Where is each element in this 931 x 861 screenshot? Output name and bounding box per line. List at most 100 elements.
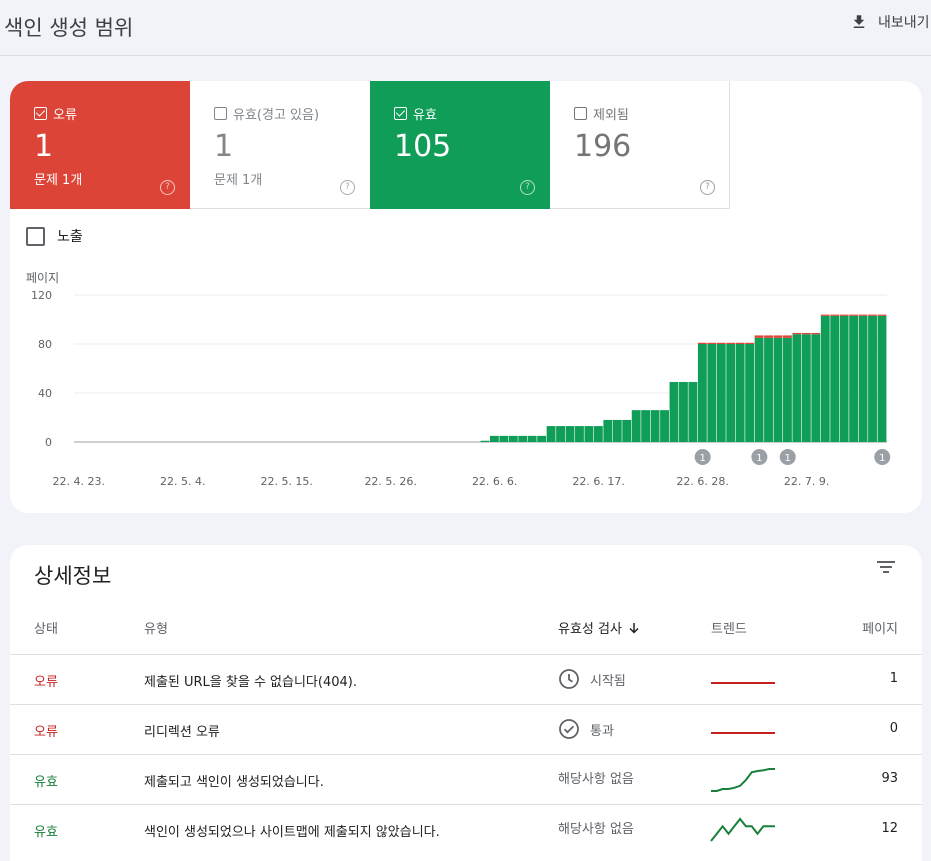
bar-error bbox=[773, 335, 783, 338]
tile-excluded[interactable]: 제외됨 196 ? bbox=[550, 81, 730, 209]
tile-error-sub: 문제 1개 bbox=[34, 173, 83, 188]
bar-error bbox=[830, 314, 840, 316]
row-validation: 해당사항 없음 bbox=[558, 768, 634, 787]
bar-valid bbox=[745, 344, 755, 442]
bar-valid bbox=[868, 315, 877, 442]
bar-error bbox=[820, 314, 830, 316]
bar-valid bbox=[697, 344, 707, 442]
y-tick-label: 40 bbox=[38, 387, 52, 400]
row-status: 오류 bbox=[34, 675, 58, 690]
bar-valid bbox=[830, 315, 840, 442]
help-icon[interactable]: ? bbox=[160, 180, 175, 195]
annotation-marker bbox=[694, 449, 711, 465]
y-tick-label: 120 bbox=[31, 289, 52, 302]
bar-valid bbox=[764, 337, 773, 442]
x-tick-label: 22. 6. 17. bbox=[572, 475, 624, 488]
column-header-validation[interactable]: 유효성 검사 bbox=[558, 618, 640, 637]
row-pages: 0 bbox=[889, 721, 898, 736]
filter-icon[interactable] bbox=[876, 559, 898, 575]
column-header-type[interactable]: 유형 bbox=[144, 622, 168, 637]
row-validation-label: 시작됨 bbox=[590, 673, 626, 689]
column-header-status[interactable]: 상태 bbox=[34, 622, 58, 637]
bar-valid bbox=[773, 337, 783, 442]
page-title: 색인 생성 범위 bbox=[4, 16, 134, 40]
row-pages: 93 bbox=[881, 771, 898, 786]
details-card: 상세정보 상태 유형 유효성 검사 트렌드 페이지 오류 제출된 URL을 찾을 … bbox=[10, 545, 922, 861]
tile-valid-label: 유효 bbox=[413, 108, 437, 123]
bar-valid bbox=[546, 426, 556, 442]
row-type: 제출된 URL을 찾을 수 없습니다(404). bbox=[144, 675, 357, 690]
row-status: 오류 bbox=[34, 725, 58, 740]
annotation-label: 1 bbox=[756, 453, 762, 464]
annotation-label: 1 bbox=[879, 453, 885, 464]
impressions-toggle[interactable]: 노출 bbox=[26, 226, 83, 246]
bar-error bbox=[707, 342, 717, 344]
bar-error bbox=[792, 332, 802, 335]
row-validation-label: 통과 bbox=[590, 723, 614, 739]
bar-valid bbox=[820, 315, 830, 442]
x-tick-label: 22. 5. 26. bbox=[364, 475, 416, 488]
impressions-checkbox[interactable] bbox=[26, 226, 45, 246]
clock-icon bbox=[559, 669, 579, 689]
bar-valid bbox=[735, 344, 745, 442]
checkbox-valid[interactable] bbox=[394, 107, 407, 120]
arrow-down-icon bbox=[629, 622, 639, 634]
x-tick-label: 22. 7. 9. bbox=[784, 475, 829, 488]
table-row[interactable]: 유효 제출되고 색인이 생성되었습니다. 해당사항 없음 93 bbox=[10, 754, 922, 804]
bar-valid bbox=[650, 410, 660, 442]
row-validation: 해당사항 없음 bbox=[558, 818, 634, 837]
checkbox-error[interactable] bbox=[34, 107, 47, 120]
bar-valid bbox=[754, 337, 764, 442]
annotation-label: 1 bbox=[785, 453, 791, 464]
y-axis-label: 페이지 bbox=[26, 271, 59, 285]
bar-error bbox=[754, 335, 764, 338]
bar-error bbox=[764, 335, 773, 338]
trend-line bbox=[710, 817, 775, 842]
row-validation-label: 해당사항 없음 bbox=[558, 822, 634, 837]
x-tick-label: 22. 5. 15. bbox=[260, 475, 312, 488]
checkbox-excluded[interactable] bbox=[574, 107, 587, 120]
tile-valid[interactable]: 유효 105 ? bbox=[370, 81, 550, 209]
check-circle-icon bbox=[559, 719, 579, 739]
bar-error bbox=[877, 314, 887, 316]
bar-valid bbox=[792, 334, 802, 442]
bar-valid bbox=[669, 381, 679, 442]
tile-error[interactable]: 오류 1 문제 1개 ? bbox=[10, 81, 190, 209]
bar-valid bbox=[839, 315, 849, 442]
column-header-trend[interactable]: 트렌드 bbox=[711, 622, 747, 637]
bar-valid bbox=[688, 381, 698, 442]
table-row[interactable]: 오류 제출된 URL을 찾을 수 없습니다(404). 시작됨 1 bbox=[10, 654, 922, 704]
tile-excluded-label: 제외됨 bbox=[593, 108, 629, 123]
checkbox-warning[interactable] bbox=[214, 107, 227, 120]
coverage-chart: 페이지 0 40 80 120 22. 4. 23. 22. 5. 4. 22. 5. 15.… bbox=[26, 271, 891, 488]
bar-valid bbox=[679, 381, 688, 442]
bar-valid bbox=[641, 410, 651, 442]
bar-error bbox=[839, 314, 849, 316]
help-icon[interactable]: ? bbox=[340, 180, 355, 195]
y-tick-label: 80 bbox=[38, 338, 52, 351]
bar-valid bbox=[849, 315, 859, 442]
summary-card: 오류 1 문제 1개 ? 유효(경고 있음) 1 문제 1개 ? 유효 105 … bbox=[10, 81, 922, 513]
help-icon[interactable]: ? bbox=[700, 180, 715, 195]
help-icon[interactable]: ? bbox=[520, 180, 535, 195]
row-pages: 1 bbox=[889, 671, 898, 686]
row-validation: 통과 bbox=[558, 718, 614, 740]
annotation-label: 1 bbox=[699, 453, 705, 464]
bar-error bbox=[801, 332, 811, 335]
tile-warning-label: 유효(경고 있음) bbox=[233, 108, 320, 123]
tile-warning[interactable]: 유효(경고 있음) 1 문제 1개 ? bbox=[190, 81, 370, 209]
row-status: 유효 bbox=[34, 825, 58, 840]
details-title: 상세정보 bbox=[34, 564, 112, 588]
bar-error bbox=[726, 342, 736, 344]
table-row[interactable]: 오류 리디렉션 오류 통과 0 bbox=[10, 704, 922, 754]
x-tick-label: 22. 4. 23. bbox=[52, 475, 104, 488]
bar-valid bbox=[622, 419, 632, 442]
bar-valid bbox=[858, 315, 868, 442]
tile-error-value: 1 bbox=[34, 129, 54, 164]
trend-sparkline bbox=[711, 768, 775, 792]
row-status: 유효 bbox=[34, 775, 58, 790]
export-button[interactable]: 내보내기 bbox=[850, 12, 930, 32]
bar-valid bbox=[783, 337, 792, 442]
column-header-pages[interactable]: 페이지 bbox=[862, 622, 898, 637]
table-row[interactable]: 유효 색인이 생성되었으나 사이트맵에 제출되지 않았습니다. 해당사항 없음 12 bbox=[10, 804, 922, 854]
